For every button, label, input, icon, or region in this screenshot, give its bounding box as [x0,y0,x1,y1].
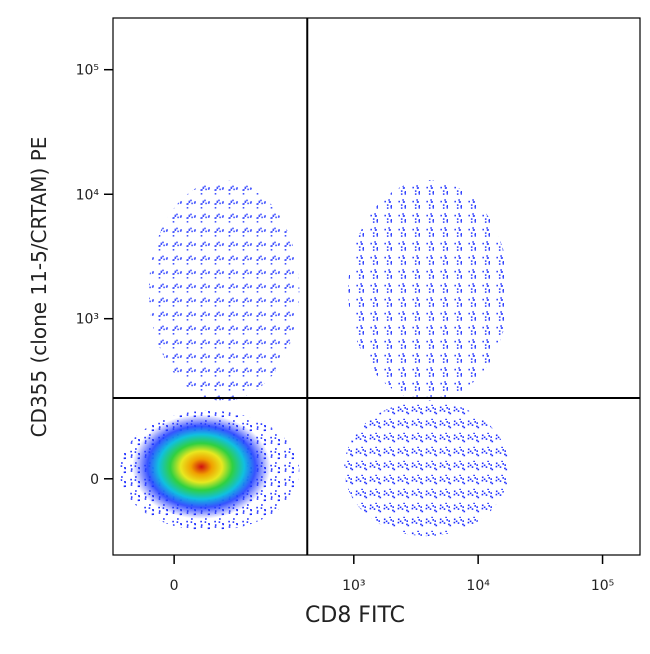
x-tick-label: 10⁴ [466,578,490,594]
x-axis-label: CD8 FITC [305,603,405,628]
x-tick-label: 10³ [342,578,365,594]
population [348,180,509,401]
y-tick-label: 10⁴ [76,187,100,203]
population [148,180,300,401]
population [344,400,509,537]
population-density [132,414,271,519]
plot-frame [112,17,641,556]
y-tick-label: 0 [90,472,99,488]
y-tick-label: 10³ [76,312,99,328]
y-axis-label: CD355 (clone 11-5/CRTAM) PE [27,137,51,438]
x-tick-label: 10⁵ [591,578,614,594]
x-tick-label: 0 [170,578,179,594]
y-tick-label: 10⁵ [76,63,99,79]
